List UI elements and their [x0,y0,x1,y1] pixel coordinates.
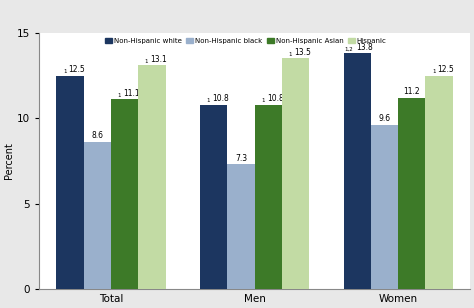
Text: 13.1: 13.1 [150,55,167,63]
Text: 1: 1 [145,59,148,63]
Text: 8.6: 8.6 [91,132,103,140]
Text: 9.6: 9.6 [378,114,391,123]
Text: 11.2: 11.2 [403,87,420,96]
Bar [56,75,84,289]
Bar [227,164,255,289]
Bar [371,125,398,289]
Bar [398,98,425,289]
Bar [425,75,453,289]
Text: 1: 1 [63,69,66,74]
Text: 1: 1 [432,69,436,74]
Text: 1: 1 [118,93,121,98]
Bar [138,65,165,289]
Text: 11.1: 11.1 [123,89,140,98]
Bar [255,104,282,289]
Bar [84,142,111,289]
Bar [282,59,309,289]
Legend: Non-Hispanic white, Non-Hispanic black, Non-Hispanic Asian, Hispanic: Non-Hispanic white, Non-Hispanic black, … [104,36,388,45]
Text: 10.8: 10.8 [267,94,283,103]
Text: 1: 1 [261,98,264,103]
Text: 13.5: 13.5 [294,48,311,57]
Text: 1: 1 [207,98,210,103]
Text: 1: 1 [288,52,292,57]
Text: 12.5: 12.5 [438,65,454,74]
Text: 13.8: 13.8 [356,43,373,52]
Bar [111,99,138,289]
Bar [200,104,227,289]
Text: 7.3: 7.3 [235,154,247,163]
Y-axis label: Percent: Percent [4,143,14,179]
Text: 1,2: 1,2 [345,47,354,52]
Text: 10.8: 10.8 [212,94,229,103]
Bar [344,53,371,289]
Text: 12.5: 12.5 [69,65,85,74]
